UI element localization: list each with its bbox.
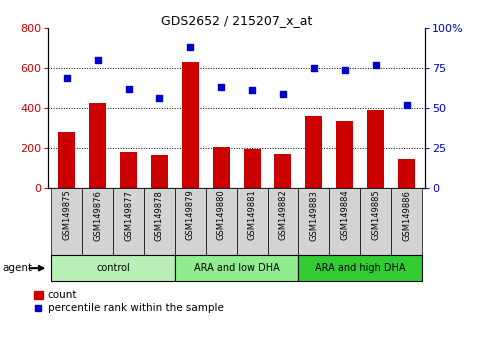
Text: ARA and low DHA: ARA and low DHA xyxy=(194,263,280,273)
Point xyxy=(63,75,71,81)
Bar xyxy=(151,155,168,188)
Text: GSM149875: GSM149875 xyxy=(62,190,71,240)
Text: ARA and high DHA: ARA and high DHA xyxy=(315,263,405,273)
Text: GSM149885: GSM149885 xyxy=(371,190,380,240)
Bar xyxy=(329,188,360,255)
Bar xyxy=(336,121,353,188)
Point xyxy=(248,88,256,93)
Point xyxy=(341,67,349,73)
Point xyxy=(372,62,380,68)
Text: GSM149881: GSM149881 xyxy=(248,190,256,240)
Point xyxy=(310,65,318,71)
Text: GSM149879: GSM149879 xyxy=(186,190,195,240)
Bar xyxy=(237,188,268,255)
Text: control: control xyxy=(96,263,130,273)
Text: GSM149878: GSM149878 xyxy=(155,190,164,240)
Text: agent: agent xyxy=(2,263,32,273)
Legend: count, percentile rank within the sample: count, percentile rank within the sample xyxy=(34,290,224,313)
Bar xyxy=(206,188,237,255)
Bar xyxy=(243,149,261,188)
Bar xyxy=(298,255,422,281)
Bar xyxy=(213,147,230,188)
Bar xyxy=(144,188,175,255)
Point xyxy=(125,86,132,92)
Bar xyxy=(175,188,206,255)
Text: GSM149880: GSM149880 xyxy=(217,190,226,240)
Bar xyxy=(391,188,422,255)
Bar xyxy=(51,188,82,255)
Bar xyxy=(298,188,329,255)
Bar xyxy=(367,110,384,188)
Point xyxy=(403,102,411,108)
Point xyxy=(156,96,163,101)
Bar xyxy=(398,159,415,188)
Bar xyxy=(51,255,175,281)
Bar xyxy=(113,188,144,255)
Bar xyxy=(268,188,298,255)
Bar xyxy=(305,116,322,188)
Bar xyxy=(360,188,391,255)
Point xyxy=(186,45,194,50)
Text: GSM149884: GSM149884 xyxy=(340,190,349,240)
Text: GSM149882: GSM149882 xyxy=(279,190,287,240)
Bar xyxy=(58,132,75,188)
Bar xyxy=(120,152,137,188)
Title: GDS2652 / 215207_x_at: GDS2652 / 215207_x_at xyxy=(161,14,313,27)
Point xyxy=(279,91,287,97)
Text: GSM149876: GSM149876 xyxy=(93,190,102,240)
Text: GSM149877: GSM149877 xyxy=(124,190,133,240)
Text: GSM149886: GSM149886 xyxy=(402,190,411,240)
Text: GSM149883: GSM149883 xyxy=(310,190,318,240)
Bar xyxy=(175,255,298,281)
Bar xyxy=(274,154,291,188)
Point xyxy=(217,85,225,90)
Bar xyxy=(182,62,199,188)
Point xyxy=(94,57,101,63)
Bar xyxy=(89,103,106,188)
Bar xyxy=(82,188,113,255)
